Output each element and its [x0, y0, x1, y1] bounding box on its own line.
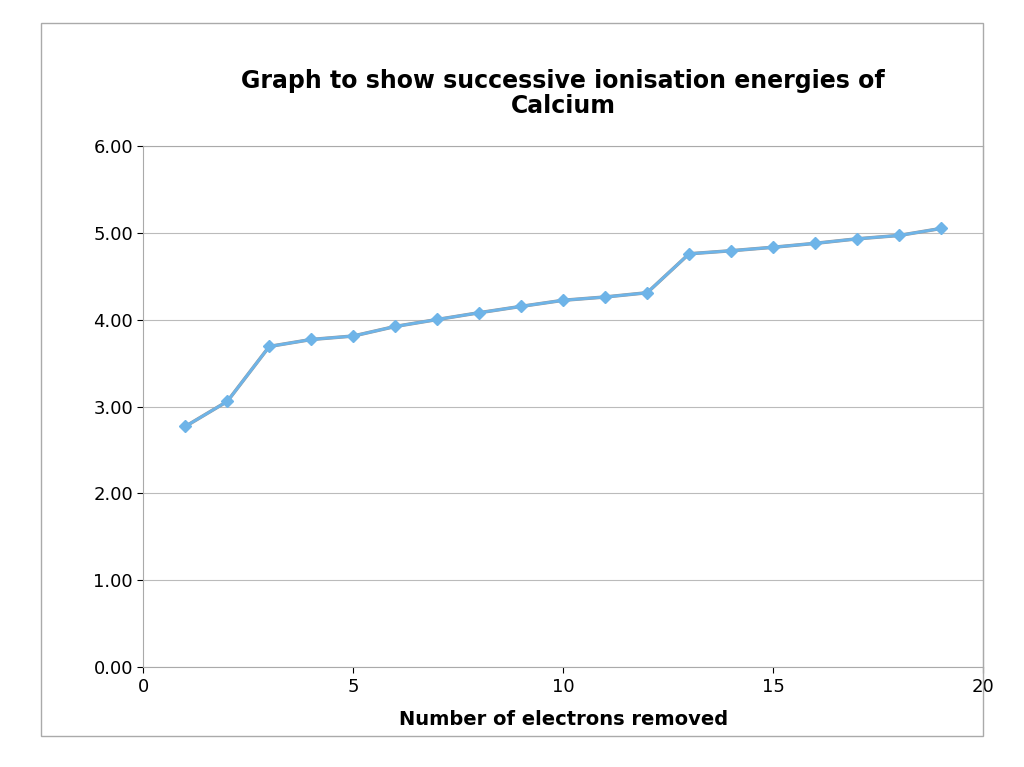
Text: Graph to show successive ionisation energies of: Graph to show successive ionisation ener…: [242, 68, 885, 93]
X-axis label: Number of electrons removed: Number of electrons removed: [398, 709, 728, 729]
Text: Calcium: Calcium: [511, 94, 615, 118]
